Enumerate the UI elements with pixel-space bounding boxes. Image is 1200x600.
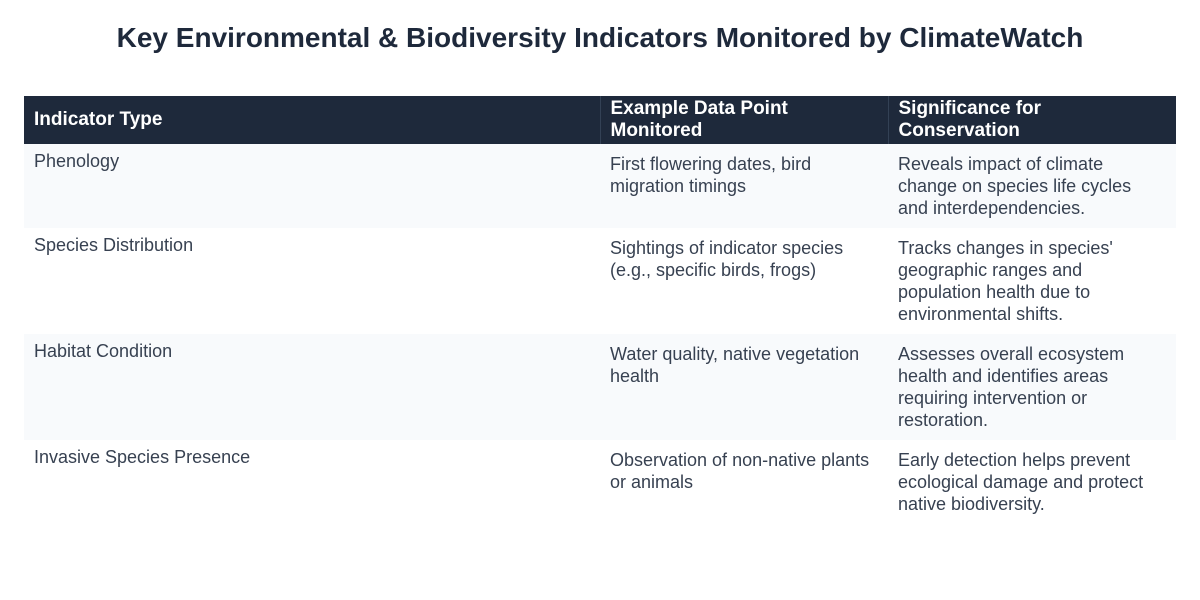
table-cell: Water quality, native vegetation health: [600, 334, 888, 440]
table-cell: Reveals impact of climate change on spec…: [888, 144, 1176, 228]
column-header: Example Data Point Monitored: [600, 96, 889, 144]
table-cell: Phenology: [24, 144, 600, 228]
page-title: Key Environmental & Biodiversity Indicat…: [116, 22, 1084, 53]
header-row: Indicator Type Example Data Point Monitor…: [24, 96, 1176, 144]
table-cell: Invasive Species Presence: [34, 447, 251, 467]
table-row: Invasive Species Presence Observation of …: [24, 440, 1176, 524]
table-row: Phenology First flowering dates, bird mig…: [24, 144, 1176, 228]
table-header: Indicator Type Example Data Point Monitor…: [24, 96, 1176, 144]
table-cell: First flowering dates, bird migration ti…: [600, 144, 888, 228]
table-cell: Assesses overall ecosystem health and id…: [888, 334, 1176, 440]
table-cell: Habitat Condition: [24, 334, 600, 440]
column-header: Significance for Conservation: [888, 96, 1176, 144]
table-row: Species Distribution Sightings of indicat…: [24, 228, 1176, 334]
table-cell: Tracks changes in species' geographic ra…: [898, 238, 1113, 324]
table-cell: Early detection helps prevent ecological…: [898, 450, 1144, 514]
column-header: Indicator Type: [24, 96, 601, 144]
table-cell: Observation of non-native plants or anim…: [610, 450, 870, 492]
table-cell: Sightings of indicator species (e.g., sp…: [610, 238, 844, 280]
table-body: Phenology First flowering dates, bird mig…: [24, 144, 1176, 524]
table-cell: Species Distribution: [34, 235, 194, 255]
table-row: Habitat Condition Water quality, native v…: [24, 334, 1176, 440]
indicator-table: Indicator Type Example Data Point Monitor…: [24, 96, 1176, 524]
